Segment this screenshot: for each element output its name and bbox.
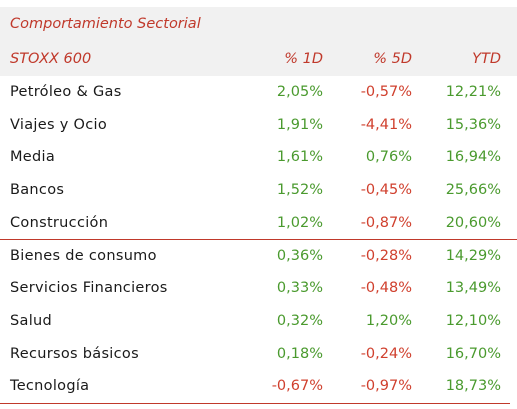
table-row: Petróleo & Gas 2,05% -0,57% 12,21% [0,76,517,109]
value-1d: 1,61% [276,149,323,166]
table-row: Servicios Financieros 0,33% -0,48% 13,49… [0,272,517,305]
title-row: Comportamiento Sectorial [0,7,517,40]
value-1d: 1,02% [276,214,323,231]
table-row: Salud 0,32% 1,20% 12,10% [0,305,517,338]
sector-name: Construcción [10,214,109,231]
header-ytd: YTD [472,51,501,67]
value-5d: 1,20% [365,312,412,329]
table-body: Petróleo & Gas 2,05% -0,57% 12,21% Viaje… [0,76,517,403]
sector-name: Salud [10,312,53,329]
value-ytd: 12,21% [445,84,501,100]
sector-name: Servicios Financieros [10,280,168,297]
table-row: Viajes y Ocio 1,91% -4,41% 15,36% [0,109,517,142]
value-ytd: 18,73% [445,378,501,395]
header-1d: % 1D [284,51,323,67]
value-5d: -0,45% [360,182,412,199]
sector-name: Viajes y Ocio [10,116,108,133]
table-row: Tecnología -0,67% -0,97% 18,73% [0,370,517,403]
value-1d: -0,67% [271,378,323,395]
value-5d: -0,57% [360,84,412,100]
sector-name: Recursos básicos [10,345,139,362]
value-1d: 1,91% [276,116,323,133]
table-row: Media 1,61% 0,76% 16,94% [0,141,517,174]
value-5d: -0,24% [360,345,412,362]
header-index: STOXX 600 [10,51,92,67]
value-5d: -0,48% [360,280,412,297]
value-ytd: 16,94% [445,149,501,166]
sector-name: Bancos [10,182,65,199]
sector-name: Media [10,149,56,166]
header-row: STOXX 600 % 1D % 5D YTD [0,40,517,76]
sector-name: Bienes de consumo [10,248,157,265]
value-ytd: 14,29% [445,248,501,265]
table-bottom-rule [0,403,510,404]
value-1d: 0,32% [276,312,323,329]
value-1d: 0,36% [276,248,323,265]
value-ytd: 13,49% [445,280,501,297]
sector-name: Tecnología [10,378,90,395]
header-5d: % 5D [373,51,412,67]
value-1d: 2,05% [276,84,323,100]
table-row: Bancos 1,52% -0,45% 25,66% [0,174,517,207]
table-row: Recursos básicos 0,18% -0,24% 16,70% [0,338,517,371]
value-ytd: 15,36% [445,116,501,133]
value-5d: -0,97% [360,378,412,395]
sector-name: Petróleo & Gas [10,84,122,100]
value-5d: -0,28% [360,248,412,265]
table-row: Bienes de consumo 0,36% -0,28% 14,29% [0,239,517,272]
value-5d: -0,87% [360,214,412,231]
value-1d: 0,18% [276,345,323,362]
value-1d: 0,33% [276,280,323,297]
value-5d: 0,76% [365,149,412,166]
value-ytd: 20,60% [445,214,501,231]
value-ytd: 16,70% [445,345,501,362]
table-title: Comportamiento Sectorial [10,16,201,32]
value-5d: -4,41% [360,116,412,133]
value-ytd: 12,10% [445,312,501,329]
table-row: Construcción 1,02% -0,87% 20,60% [0,207,517,240]
value-ytd: 25,66% [445,182,501,199]
value-1d: 1,52% [276,182,323,199]
